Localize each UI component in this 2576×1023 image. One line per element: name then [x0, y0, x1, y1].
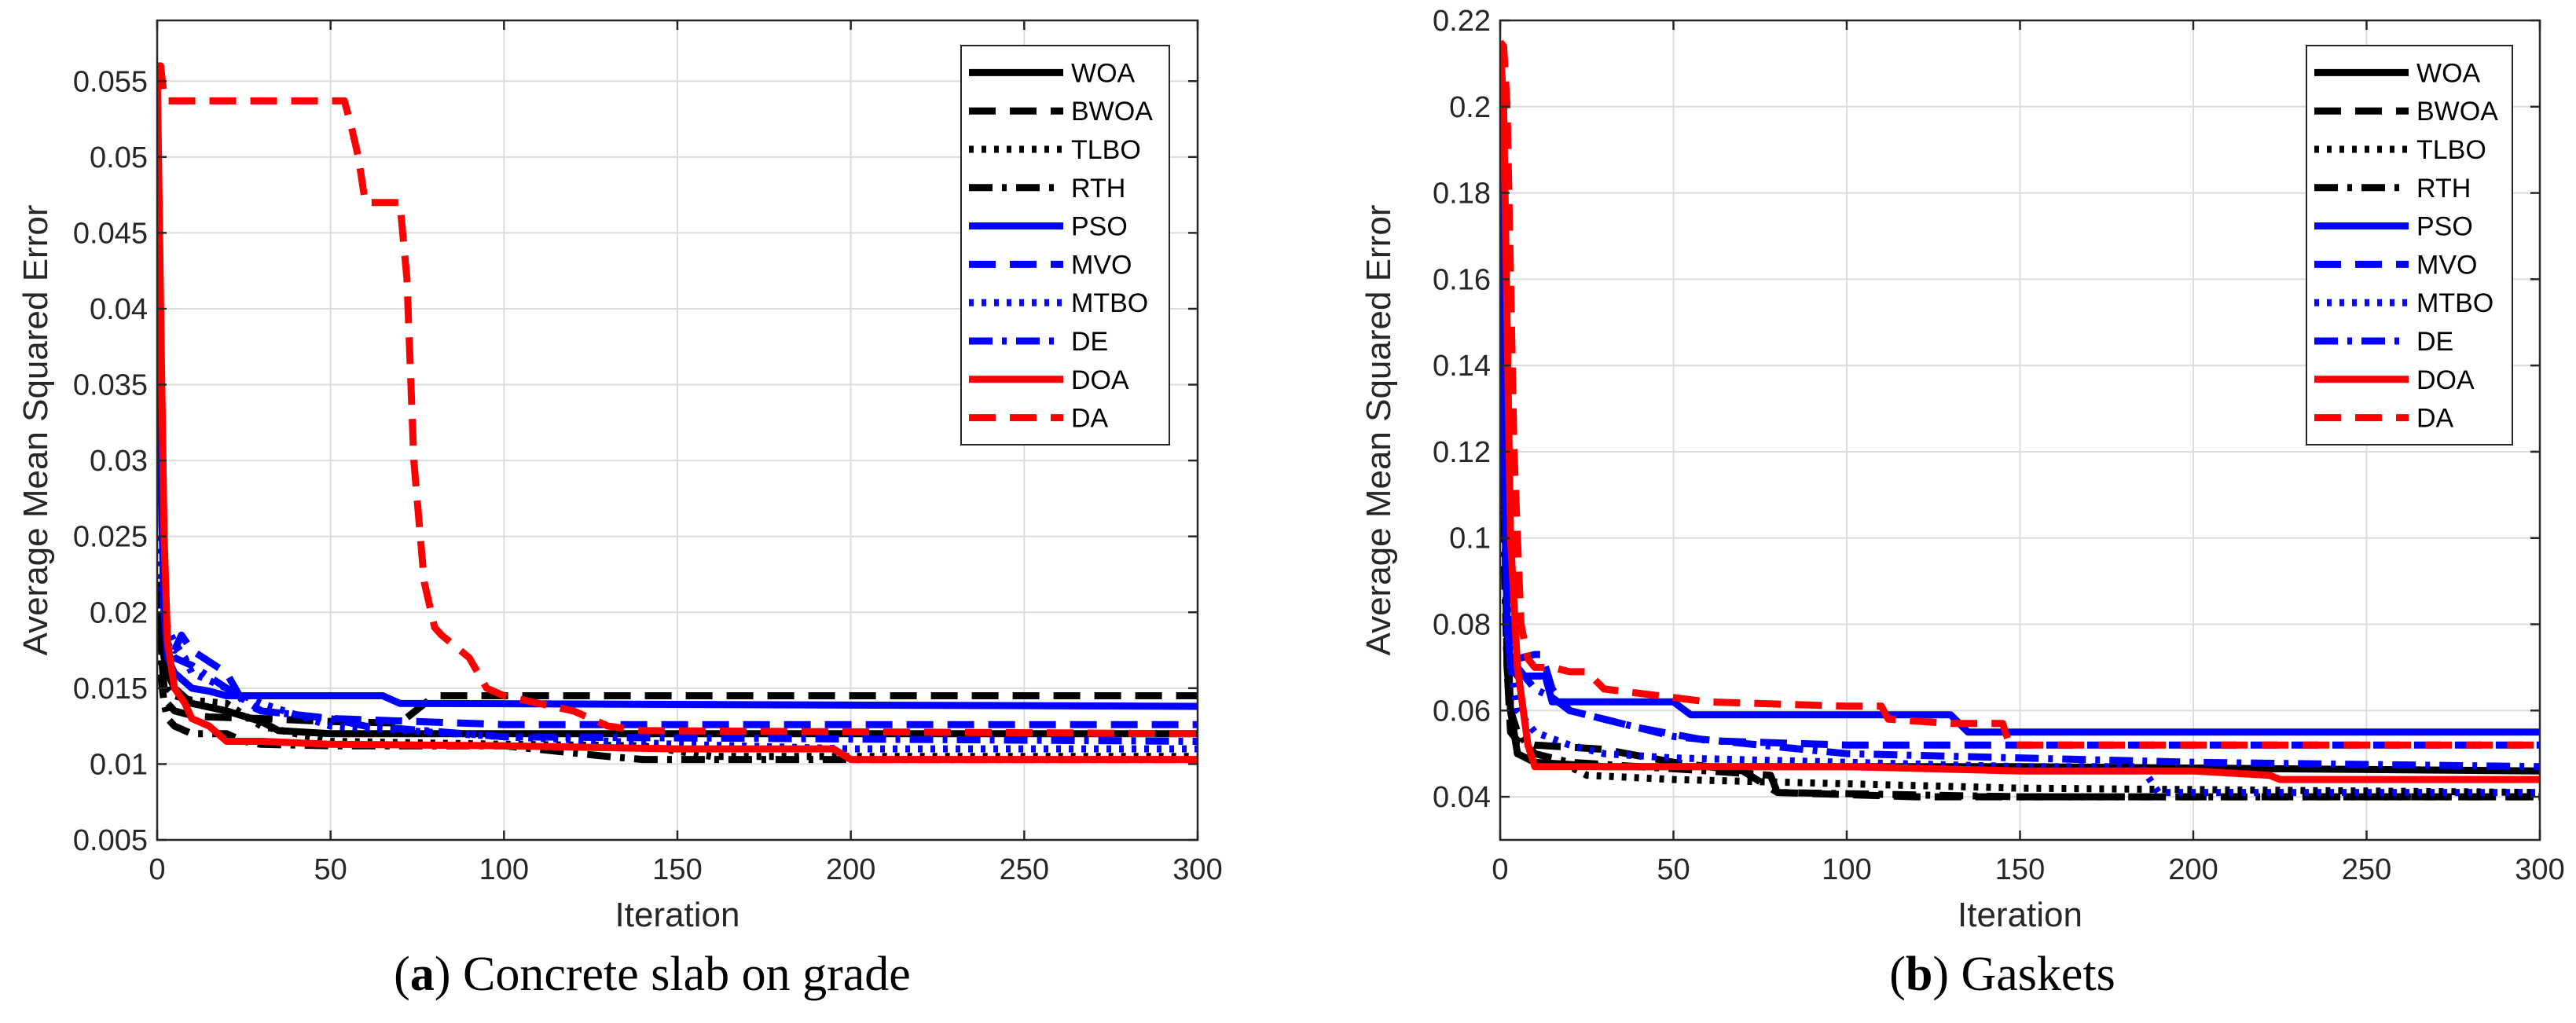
y-tick-label: 0.015: [73, 673, 148, 706]
y-tick-label: 0.025: [73, 521, 148, 554]
y-tick-label: 0.05: [90, 141, 148, 174]
caption-text: Concrete slab on grade: [450, 948, 910, 1001]
y-tick-label: 0.1: [1449, 522, 1491, 556]
y-tick-label: 0.12: [1433, 436, 1491, 469]
legend-label-bwoa: BWOA: [1071, 97, 1153, 126]
series-line-mtbo: [1500, 192, 2540, 797]
x-axis-label: Iteration: [1958, 896, 2082, 934]
legend-label-mtbo: MTBO: [2416, 288, 2493, 318]
x-tick-label: 300: [1172, 853, 1222, 886]
x-tick-label: 150: [652, 853, 702, 886]
y-tick-label: 0.01: [90, 748, 148, 781]
caption-open-paren: (: [394, 948, 410, 1001]
series-group: [1500, 39, 2540, 801]
x-tick-label: 300: [2515, 853, 2564, 886]
series-line-da: [1500, 39, 2540, 749]
legend-label-rth: RTH: [1071, 174, 1125, 204]
caption: (a) Concrete slab on grade: [394, 948, 911, 1001]
x-tick-label: 150: [1995, 853, 2045, 886]
series-line-da: [157, 62, 1198, 738]
x-tick-label: 50: [1657, 853, 1690, 886]
legend-label-pso: PSO: [1071, 212, 1128, 242]
legend-label-de: DE: [2416, 327, 2453, 357]
x-tick-label: 100: [1822, 853, 1871, 886]
x-tick-label: 100: [479, 853, 529, 886]
y-tick-label: 0.045: [73, 217, 148, 250]
x-tick-label: 0: [149, 853, 165, 886]
y-tick-label: 0.22: [1433, 5, 1491, 38]
chart-panel-b: 0 50 100 150 200 250 300 0.04 0.06 0.08 0.1 0.12 0.1…: [1360, 5, 2565, 1001]
legend-label-bwoa: BWOA: [2416, 97, 2498, 126]
legend-label-da: DA: [1071, 404, 1109, 434]
series-line-doa: [157, 65, 1198, 764]
y-tick-label: 0.02: [90, 596, 148, 629]
x-tick-label: 200: [826, 853, 875, 886]
legend-label-rth: RTH: [2416, 174, 2471, 204]
caption-close-paren: ): [435, 948, 451, 1001]
x-tick-label: 200: [2168, 853, 2218, 886]
caption-open-paren: (: [1889, 948, 1906, 1001]
y-tick-label: 0.2: [1449, 91, 1491, 124]
chart-panel-a: 0 50 100 150 200 250 300 0.005 0.01 0.015 0.02 0.02…: [17, 19, 1223, 1001]
legend-label-tlbo: TLBO: [1071, 135, 1141, 165]
legend-label-woa: WOA: [2416, 58, 2481, 88]
y-axis-label: Average Mean Squared Error: [17, 205, 55, 656]
caption-letter: a: [410, 948, 435, 1001]
y-tick-label: 0.03: [90, 445, 148, 478]
caption: (b) Gaskets: [1889, 948, 2115, 1001]
y-tick-label: 0.18: [1433, 178, 1491, 211]
y-axis-label: Average Mean Squared Error: [1360, 205, 1398, 656]
y-tick-label: 0.055: [73, 65, 148, 98]
legend-label-mvo: MVO: [2416, 250, 2477, 280]
y-tick-label: 0.04: [1433, 781, 1491, 814]
legend-label-da: DA: [2416, 404, 2454, 434]
legend-label-pso: PSO: [2416, 212, 2473, 242]
legend-label-woa: WOA: [1071, 58, 1136, 88]
x-axis-label: Iteration: [615, 896, 740, 934]
y-tick-label: 0.035: [73, 369, 148, 402]
y-tick-label: 0.06: [1433, 695, 1491, 728]
legend-label-tlbo: TLBO: [2416, 135, 2486, 165]
x-tick-label: 250: [1000, 853, 1049, 886]
y-tick-label: 0.08: [1433, 609, 1491, 642]
legend-label-doa: DOA: [2416, 365, 2475, 395]
caption-close-paren: ): [1932, 948, 1949, 1001]
caption-text: Gaskets: [1949, 948, 2115, 1001]
y-tick-label: 0.04: [90, 293, 148, 326]
legend-label-mtbo: MTBO: [1071, 288, 1148, 318]
y-tick-label: 0.14: [1433, 350, 1491, 383]
x-tick-label: 250: [2342, 853, 2391, 886]
series-line-de: [1500, 149, 2540, 771]
legend-label-doa: DOA: [1071, 365, 1129, 395]
x-tick-label: 0: [1492, 853, 1508, 886]
series-line-rth: [157, 627, 1198, 764]
series-group: [157, 62, 1198, 764]
legend-label-mvo: MVO: [1071, 250, 1132, 280]
series-line-doa: [1500, 42, 2540, 783]
caption-letter: b: [1906, 948, 1932, 1001]
y-tick-label: 0.005: [73, 824, 148, 857]
legend-label-de: DE: [1071, 327, 1108, 357]
y-tick-label: 0.16: [1433, 263, 1491, 296]
x-tick-label: 50: [314, 853, 347, 886]
